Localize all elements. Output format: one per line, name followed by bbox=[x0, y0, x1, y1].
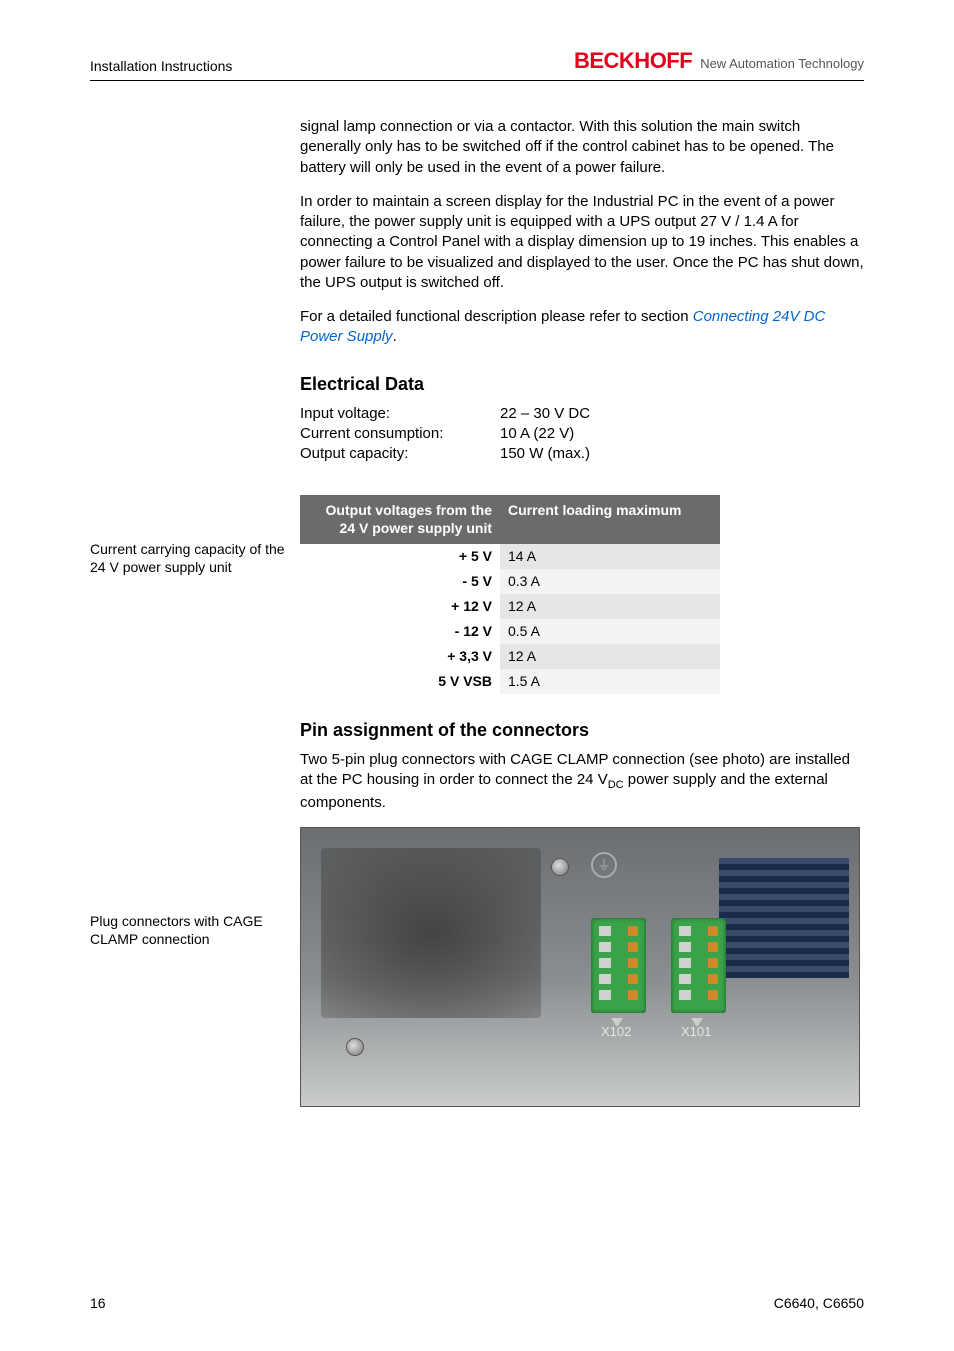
cell-current: 14 A bbox=[500, 544, 720, 569]
spec-value: 10 A (22 V) bbox=[500, 424, 574, 444]
brand-logo-text: BECKHOFF bbox=[574, 48, 692, 74]
cell-voltage: - 5 V bbox=[300, 569, 500, 594]
paragraph-2: In order to maintain a screen display fo… bbox=[300, 192, 864, 293]
table-row: 5 V VSB1.5 A bbox=[300, 669, 720, 694]
connector-photo-wrap: ⏚ X102 X101 bbox=[300, 827, 864, 1107]
spec-row-current-consumption: Current consumption: 10 A (22 V) bbox=[300, 424, 864, 444]
page-number: 16 bbox=[90, 1295, 106, 1311]
cell-voltage: 5 V VSB bbox=[300, 669, 500, 694]
spec-row-input-voltage: Input voltage: 22 – 30 V DC bbox=[300, 404, 864, 424]
pins-text-sub: DC bbox=[608, 779, 624, 791]
cell-current: 0.5 A bbox=[500, 619, 720, 644]
main-content: signal lamp connection or via a contacto… bbox=[300, 117, 864, 1107]
spec-label: Input voltage: bbox=[300, 404, 500, 424]
cell-current: 12 A bbox=[500, 594, 720, 619]
spec-label: Current consumption: bbox=[300, 424, 500, 444]
spec-row-output-capacity: Output capacity: 150 W (max.) bbox=[300, 444, 864, 464]
page-footer: 16 C6640, C6650 bbox=[90, 1295, 864, 1311]
brand-tagline: New Automation Technology bbox=[700, 56, 864, 71]
connector-x102 bbox=[591, 918, 646, 1013]
voltage-table-block: Output voltages from the 24 V power supp… bbox=[300, 495, 864, 694]
para3-post: . bbox=[393, 328, 397, 345]
spec-value: 22 – 30 V DC bbox=[500, 404, 590, 424]
paragraph-3: For a detailed functional description pl… bbox=[300, 307, 864, 348]
screw-icon bbox=[551, 858, 569, 876]
margin-note-plug: Plug connectors with CAGE CLAMP connecti… bbox=[90, 912, 285, 948]
table-header-voltages: Output voltages from the 24 V power supp… bbox=[300, 495, 500, 545]
connector-x101 bbox=[671, 918, 726, 1013]
table-header-row: Output voltages from the 24 V power supp… bbox=[300, 495, 720, 545]
table-row: - 12 V0.5 A bbox=[300, 619, 720, 644]
spec-label: Output capacity: bbox=[300, 444, 500, 464]
cell-voltage: + 3,3 V bbox=[300, 644, 500, 669]
label-x101: X101 bbox=[681, 1023, 711, 1041]
pin-assignment-text: Two 5-pin plug connectors with CAGE CLAM… bbox=[300, 750, 864, 813]
cell-voltage: - 12 V bbox=[300, 619, 500, 644]
table-row: + 12 V12 A bbox=[300, 594, 720, 619]
voltage-table: Output voltages from the 24 V power supp… bbox=[300, 495, 720, 694]
margin-note-capacity: Current carrying capacity of the 24 V po… bbox=[90, 540, 285, 576]
fan-grill bbox=[719, 858, 849, 978]
connector-photo: ⏚ X102 X101 bbox=[300, 827, 860, 1107]
heading-pin-assignment: Pin assignment of the connectors bbox=[300, 718, 864, 742]
para3-pre: For a detailed functional description pl… bbox=[300, 308, 693, 325]
header-brand-block: BECKHOFF New Automation Technology bbox=[574, 48, 864, 74]
spec-value: 150 W (max.) bbox=[500, 444, 590, 464]
pcb-region bbox=[321, 848, 541, 1018]
table-row: + 5 V14 A bbox=[300, 544, 720, 569]
screw-icon bbox=[346, 1038, 364, 1056]
electrical-spec-list: Input voltage: 22 – 30 V DC Current cons… bbox=[300, 404, 864, 465]
doc-id: C6640, C6650 bbox=[774, 1295, 864, 1311]
cell-voltage: + 5 V bbox=[300, 544, 500, 569]
page-header: Installation Instructions BECKHOFF New A… bbox=[90, 48, 864, 81]
heading-electrical-data: Electrical Data bbox=[300, 372, 864, 396]
cell-current: 0.3 A bbox=[500, 569, 720, 594]
cell-voltage: + 12 V bbox=[300, 594, 500, 619]
table-header-current: Current loading maximum bbox=[500, 495, 720, 545]
table-row: - 5 V0.3 A bbox=[300, 569, 720, 594]
table-row: + 3,3 V12 A bbox=[300, 644, 720, 669]
header-section-title: Installation Instructions bbox=[90, 58, 232, 74]
ground-icon: ⏚ bbox=[591, 852, 617, 878]
label-x102: X102 bbox=[601, 1023, 631, 1041]
cell-current: 1.5 A bbox=[500, 669, 720, 694]
cell-current: 12 A bbox=[500, 644, 720, 669]
paragraph-1: signal lamp connection or via a contacto… bbox=[300, 117, 864, 178]
